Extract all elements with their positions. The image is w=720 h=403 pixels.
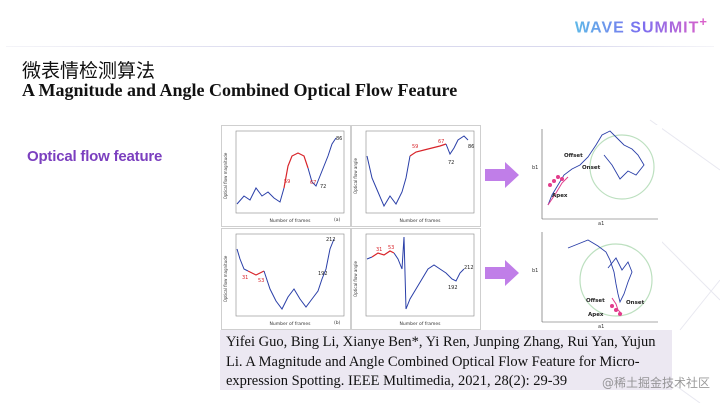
label-86: 86 bbox=[336, 136, 342, 142]
label-b-53: 53 bbox=[258, 278, 264, 284]
label-72: 72 bbox=[320, 184, 326, 190]
ylabel-magnitude-b: Optical flow magnitude bbox=[223, 255, 228, 302]
axis-b1: b1 bbox=[532, 165, 538, 171]
xlabel-angle: Number of frames bbox=[400, 218, 442, 224]
label-offset-bottom: Offset bbox=[586, 298, 605, 304]
label-offset-top: Offset bbox=[564, 153, 583, 159]
panel-a-caption: (a) bbox=[334, 217, 341, 223]
label-59: 59 bbox=[284, 179, 290, 185]
label-b-31: 31 bbox=[242, 275, 248, 281]
ylabel-angle-b: Optical flow angle bbox=[353, 260, 358, 297]
header-divider bbox=[6, 46, 714, 47]
watermark: @稀土掘金技术社区 bbox=[601, 376, 710, 390]
axis-b1-bottom: b1 bbox=[532, 268, 538, 274]
slide-title-chinese: 微表情检测算法 bbox=[22, 60, 156, 82]
label-apex-top: Apex bbox=[552, 193, 568, 199]
plot-top-angle: Optical flow angle Number of frames 59 6… bbox=[351, 125, 481, 227]
ylabel-angle: Optical flow angle bbox=[353, 157, 358, 194]
scatter-top: b1 a1 Offset Apex Onset bbox=[528, 125, 662, 225]
section-label: Optical flow feature bbox=[27, 148, 163, 165]
label-apex-bottom: Apex bbox=[588, 312, 604, 318]
label-angle-b-212: 212 bbox=[464, 265, 474, 271]
plot-bottom-magnitude: Optical flow magnitude Number of frames … bbox=[221, 228, 351, 330]
axis-a1-bottom: a1 bbox=[598, 324, 604, 328]
label-b-212: 212 bbox=[326, 237, 336, 243]
label-onset-bottom: Onset bbox=[626, 300, 645, 306]
plot-bottom-angle: Optical flow angle Number of frames 31 5… bbox=[351, 228, 481, 330]
label-onset-top: Onset bbox=[582, 165, 601, 171]
xlabel-angle-b: Number of frames bbox=[400, 321, 442, 327]
label-angle-b-31: 31 bbox=[376, 247, 382, 253]
ylabel-magnitude: Optical flow magnitude bbox=[223, 152, 228, 199]
label-angle-59: 59 bbox=[412, 144, 418, 150]
axis-a1: a1 bbox=[598, 221, 604, 225]
citation-box: Yifei Guo, Bing Li, Xianye Ben*, Yi Ren,… bbox=[220, 330, 672, 390]
scatter-bottom: b1 a1 Offset Onset Apex bbox=[528, 228, 662, 328]
label-angle-86: 86 bbox=[468, 144, 474, 150]
label-angle-67: 67 bbox=[438, 139, 444, 145]
citation-text: Yifei Guo, Bing Li, Xianye Ben*, Yi Ren,… bbox=[226, 334, 656, 389]
logo-text: WAVE SUMMIT bbox=[574, 19, 700, 37]
slide-title-english: A Magnitude and Angle Combined Optical F… bbox=[22, 80, 458, 100]
label-angle-b-53: 53 bbox=[388, 245, 394, 251]
plot-top-magnitude: Optical flow magnitude Number of frames … bbox=[221, 125, 351, 227]
logo-plus: + bbox=[699, 14, 708, 29]
label-angle-b-192: 192 bbox=[448, 285, 458, 291]
xlabel-b: Number of frames bbox=[270, 321, 312, 327]
panel-b-caption: (b) bbox=[334, 320, 341, 326]
label-b-192: 192 bbox=[318, 271, 328, 277]
xlabel: Number of frames bbox=[270, 218, 312, 224]
arrow-bottom-icon bbox=[485, 260, 519, 286]
wave-summit-logo: WAVE SUMMIT+ bbox=[575, 14, 708, 37]
label-67: 67 bbox=[310, 180, 316, 186]
arrow-top-icon bbox=[485, 162, 519, 188]
label-angle-72: 72 bbox=[448, 160, 454, 166]
